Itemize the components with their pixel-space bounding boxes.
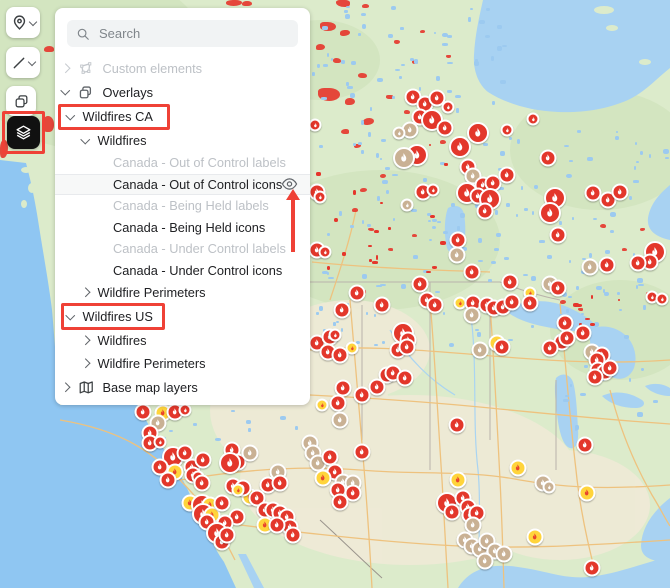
layer-row-custom-elements[interactable]: Custom elements <box>55 56 310 80</box>
layer-row-canada-being-held-labels[interactable]: Canada - Being Held labels <box>55 195 310 217</box>
chevron-down-icon[interactable] <box>65 310 75 320</box>
chevron-down-icon[interactable] <box>80 134 90 144</box>
layer-row-overlays[interactable]: Overlays <box>55 80 310 104</box>
layer-row-wildfires-us[interactable]: Wildfires US <box>55 304 310 329</box>
layer-label: Canada - Out of Control labels <box>113 155 286 171</box>
layer-label: Canada - Out of Control icons <box>113 176 283 192</box>
layer-label: Wildfires US <box>82 309 153 324</box>
layer-row-canada-out-of-control-icons[interactable]: Canada - Out of Control icons <box>55 173 310 195</box>
chevron-right-icon[interactable] <box>80 335 90 346</box>
layer-label: Wildfires CA <box>82 109 153 124</box>
layer-label: Custom elements <box>102 60 203 76</box>
layer-row-wildfires[interactable]: Wildfires <box>55 129 310 152</box>
chevron-right-icon[interactable] <box>60 63 70 73</box>
layer-label: Wildfire Perimeters <box>97 356 206 371</box>
layer-label: Wildfires <box>97 133 147 148</box>
chevron-down-icon[interactable] <box>60 85 70 96</box>
overlays-icon <box>78 84 94 100</box>
layer-row-wildfire-perimeters[interactable]: Wildfire Perimeters <box>55 352 310 375</box>
visibility-eye-icon[interactable] <box>281 176 298 193</box>
layer-label: Base map layers <box>102 379 198 395</box>
layer-label: Canada - Under Control icons <box>113 262 283 278</box>
layer-label: Overlays <box>102 84 154 100</box>
chevron-right-icon[interactable] <box>60 382 70 392</box>
map-icon <box>78 379 94 395</box>
layer-row-wildfire-perimeters[interactable]: Wildfire Perimeters <box>55 281 310 304</box>
pin-icon <box>13 15 25 30</box>
layers-tool-button[interactable] <box>7 116 40 149</box>
line-icon <box>13 57 25 68</box>
duplicate-tool-button[interactable] <box>6 86 36 116</box>
copy-icon <box>15 94 27 107</box>
chevron-down-icon <box>27 57 37 66</box>
layers-icon <box>16 125 31 140</box>
location-pin-tool-button[interactable] <box>6 7 40 38</box>
layer-label: Wildfire Perimeters <box>97 285 206 300</box>
layer-row-canada-out-of-control-labels[interactable]: Canada - Out of Control labels <box>55 152 310 174</box>
layer-row-base-map-layers[interactable]: Base map layers <box>55 375 310 399</box>
layer-label: Canada - Being Held icons <box>113 219 266 235</box>
search-icon <box>77 28 89 40</box>
search-box[interactable] <box>67 20 298 47</box>
layer-label: Canada - Being Held labels <box>113 198 269 214</box>
layer-row-canada-being-held-icons[interactable]: Canada - Being Held icons <box>55 217 310 239</box>
search-input[interactable] <box>97 25 289 42</box>
chevron-down-icon <box>28 17 37 26</box>
chevron-right-icon[interactable] <box>80 358 90 369</box>
layer-row-wildfires[interactable]: Wildfires <box>55 329 310 352</box>
layer-label: Wildfires <box>97 333 147 348</box>
draw-line-tool-button[interactable] <box>6 47 40 78</box>
chevron-down-icon[interactable] <box>65 110 75 120</box>
chevron-right-icon[interactable] <box>80 287 90 298</box>
layer-row-wildfires-ca[interactable]: Wildfires CA <box>55 104 310 129</box>
layer-label: Canada - Under Control labels <box>113 241 286 257</box>
layer-row-canada-under-control-labels[interactable]: Canada - Under Control labels <box>55 238 310 260</box>
polygon-icon <box>78 60 94 76</box>
layers-tree: Custom elements Overlays Wildfires CA Wildf… <box>55 56 310 399</box>
layers-panel: Custom elements Overlays Wildfires CA Wildf… <box>55 8 310 405</box>
layer-row-canada-under-control-icons[interactable]: Canada - Under Control icons <box>55 260 310 282</box>
